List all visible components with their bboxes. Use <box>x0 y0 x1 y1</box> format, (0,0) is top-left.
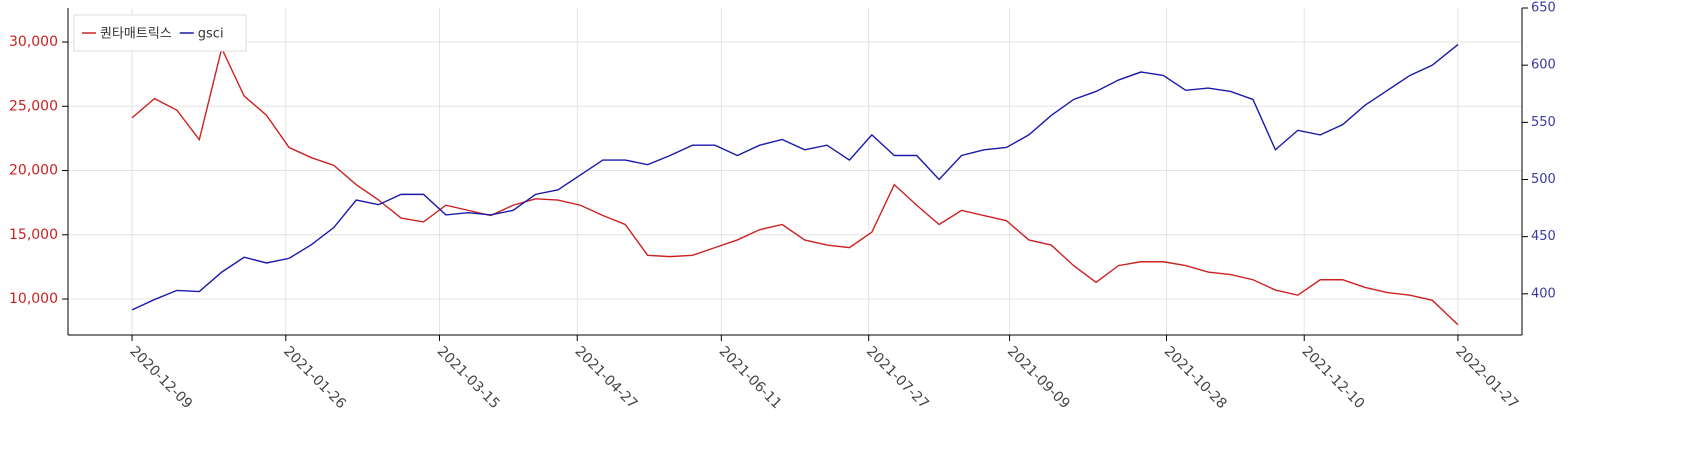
y-tick-label: 20,000 <box>9 163 58 179</box>
y2-tick-label: 550 <box>1531 115 1556 130</box>
y2-tick-label: 400 <box>1531 286 1556 301</box>
x-tick-label: 2020-12-09 <box>126 343 195 412</box>
y2-tick-label: 500 <box>1531 172 1556 187</box>
x-tick-label: 2021-09-09 <box>1004 343 1073 412</box>
legend-label: gsci <box>198 27 224 42</box>
legend-box <box>73 14 247 52</box>
series-line <box>131 46 1459 326</box>
x-tick-label: 2021-06-11 <box>716 343 785 412</box>
y2-tick-label: 450 <box>1531 229 1556 244</box>
series-line <box>131 44 1459 311</box>
y-tick-label: 30,000 <box>9 34 58 50</box>
y-tick-label: 15,000 <box>9 227 58 243</box>
x-tick-label: 2021-01-26 <box>280 343 349 412</box>
x-tick-label: 2021-03-15 <box>434 343 503 412</box>
x-tick-label: 2021-04-27 <box>572 343 641 412</box>
y2-tick-label: 600 <box>1531 58 1556 73</box>
y2-tick-label: 650 <box>1531 1 1556 16</box>
x-tick-label: 2021-12-10 <box>1299 343 1368 412</box>
x-tick-label: 2022-01-27 <box>1452 343 1521 412</box>
legend-label: 퀀타매트릭스 <box>100 27 172 42</box>
legend: 퀀타매트릭스 gsci <box>73 14 247 52</box>
y-tick-label: 25,000 <box>9 98 58 114</box>
x-tick-label: 2021-10-28 <box>1161 343 1230 412</box>
y-tick-label: 10,000 <box>9 291 58 307</box>
x-tick-label: 2021-07-27 <box>863 343 932 412</box>
